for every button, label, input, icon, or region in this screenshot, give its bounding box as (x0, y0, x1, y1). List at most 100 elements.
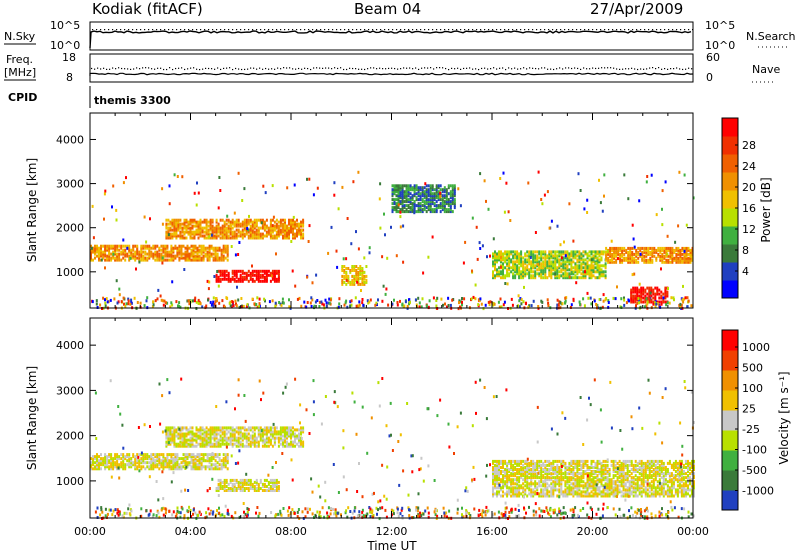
nave-dot (625, 68, 626, 69)
power-cell (228, 235, 230, 238)
velocity-cells (90, 377, 695, 520)
power-cell (106, 255, 108, 258)
power-speckle (313, 305, 315, 308)
power-cell (643, 247, 645, 250)
velocity-cell (528, 476, 530, 479)
power-speckle (256, 296, 258, 299)
nave-dot (586, 68, 587, 69)
velocity-cell (286, 441, 288, 444)
velocity-cell (300, 426, 302, 429)
power-speckle (157, 289, 159, 292)
velocity-cell (268, 426, 270, 429)
nave-dot (508, 67, 509, 68)
power-cell (690, 249, 692, 252)
power-speckle (358, 247, 360, 250)
power-cell (660, 291, 662, 294)
power-cell (400, 184, 402, 187)
power-cell (193, 245, 195, 248)
power-cell (636, 287, 638, 290)
nsearch-dot (364, 29, 365, 30)
power-speckle (586, 211, 588, 214)
nave-dot (127, 68, 128, 69)
power-speckle (448, 304, 450, 307)
power-speckle (432, 236, 434, 239)
velocity-cell (169, 426, 171, 429)
power-cell (363, 281, 365, 284)
power-cell (522, 256, 524, 259)
power-speckle (623, 173, 625, 176)
power-cell (496, 252, 498, 255)
velocity-cell (194, 439, 196, 442)
power-cell (219, 257, 221, 260)
velocity-cell (500, 495, 502, 498)
velocity-cell (221, 459, 223, 462)
velocity-cell (298, 433, 300, 436)
velocity-cell (162, 453, 164, 456)
nsearch-dot (640, 29, 641, 30)
power-cell (270, 280, 272, 283)
velocity-cell (150, 453, 152, 456)
nsearch-dot (148, 29, 149, 30)
velocity-cell (190, 437, 192, 440)
power-speckle (252, 298, 254, 301)
power-cell (526, 264, 528, 267)
power-colorbar-swatch (722, 118, 738, 137)
velocity-cell (226, 433, 228, 436)
power-cell (260, 274, 262, 277)
power-speckle (387, 304, 389, 307)
velocity-cell (296, 428, 298, 431)
power-cell (607, 257, 609, 260)
power-speckle (294, 285, 296, 288)
power-cell (404, 190, 406, 193)
power-speckle (500, 266, 502, 269)
velocity-cell (189, 461, 191, 464)
power-cell (208, 221, 210, 224)
power-cell (230, 278, 232, 281)
power-speckle (306, 276, 308, 279)
nave-dot (532, 68, 533, 69)
power-speckle (433, 296, 435, 299)
nave-dot (169, 67, 170, 68)
velocity-cell (498, 460, 500, 463)
velocity-cell (138, 459, 140, 462)
nave-dot (481, 68, 482, 69)
power-cell (343, 269, 345, 272)
velocity-cell (108, 465, 110, 468)
power-speckle (632, 273, 634, 276)
velocity-cell (94, 455, 96, 458)
nave-dot (331, 68, 332, 69)
power-cell (408, 184, 410, 187)
nsearch-dot (380, 29, 381, 30)
power-cell (566, 250, 568, 253)
power-cell (398, 210, 400, 213)
power-speckle (134, 297, 136, 300)
nave-dot (340, 67, 341, 68)
velocity-cell (226, 485, 228, 488)
velocity-cell (98, 459, 100, 462)
velocity-cell (178, 463, 180, 466)
nsearch-dot (664, 29, 665, 30)
velocity-cell (118, 463, 120, 466)
power-cell (603, 264, 605, 267)
power-speckle (232, 301, 234, 304)
velocity-cell (234, 443, 236, 446)
power-cell (589, 258, 591, 261)
power-cell (146, 245, 148, 248)
velocity-cell (100, 467, 102, 470)
power-cell (679, 249, 681, 252)
nave-dot (397, 69, 398, 70)
power-cell (432, 184, 434, 187)
power-cell (234, 221, 236, 224)
velocity-cell (176, 453, 178, 456)
power-cell (236, 270, 238, 273)
power-cell (536, 250, 538, 253)
power-cell (294, 233, 296, 236)
power-speckle (369, 246, 371, 249)
power-cell (631, 251, 633, 254)
power-cell (502, 252, 504, 255)
nave-dot (538, 68, 539, 69)
power-speckle (183, 268, 185, 271)
power-cell (426, 188, 428, 191)
power-speckle (580, 189, 582, 192)
velocity-cell (228, 487, 230, 490)
